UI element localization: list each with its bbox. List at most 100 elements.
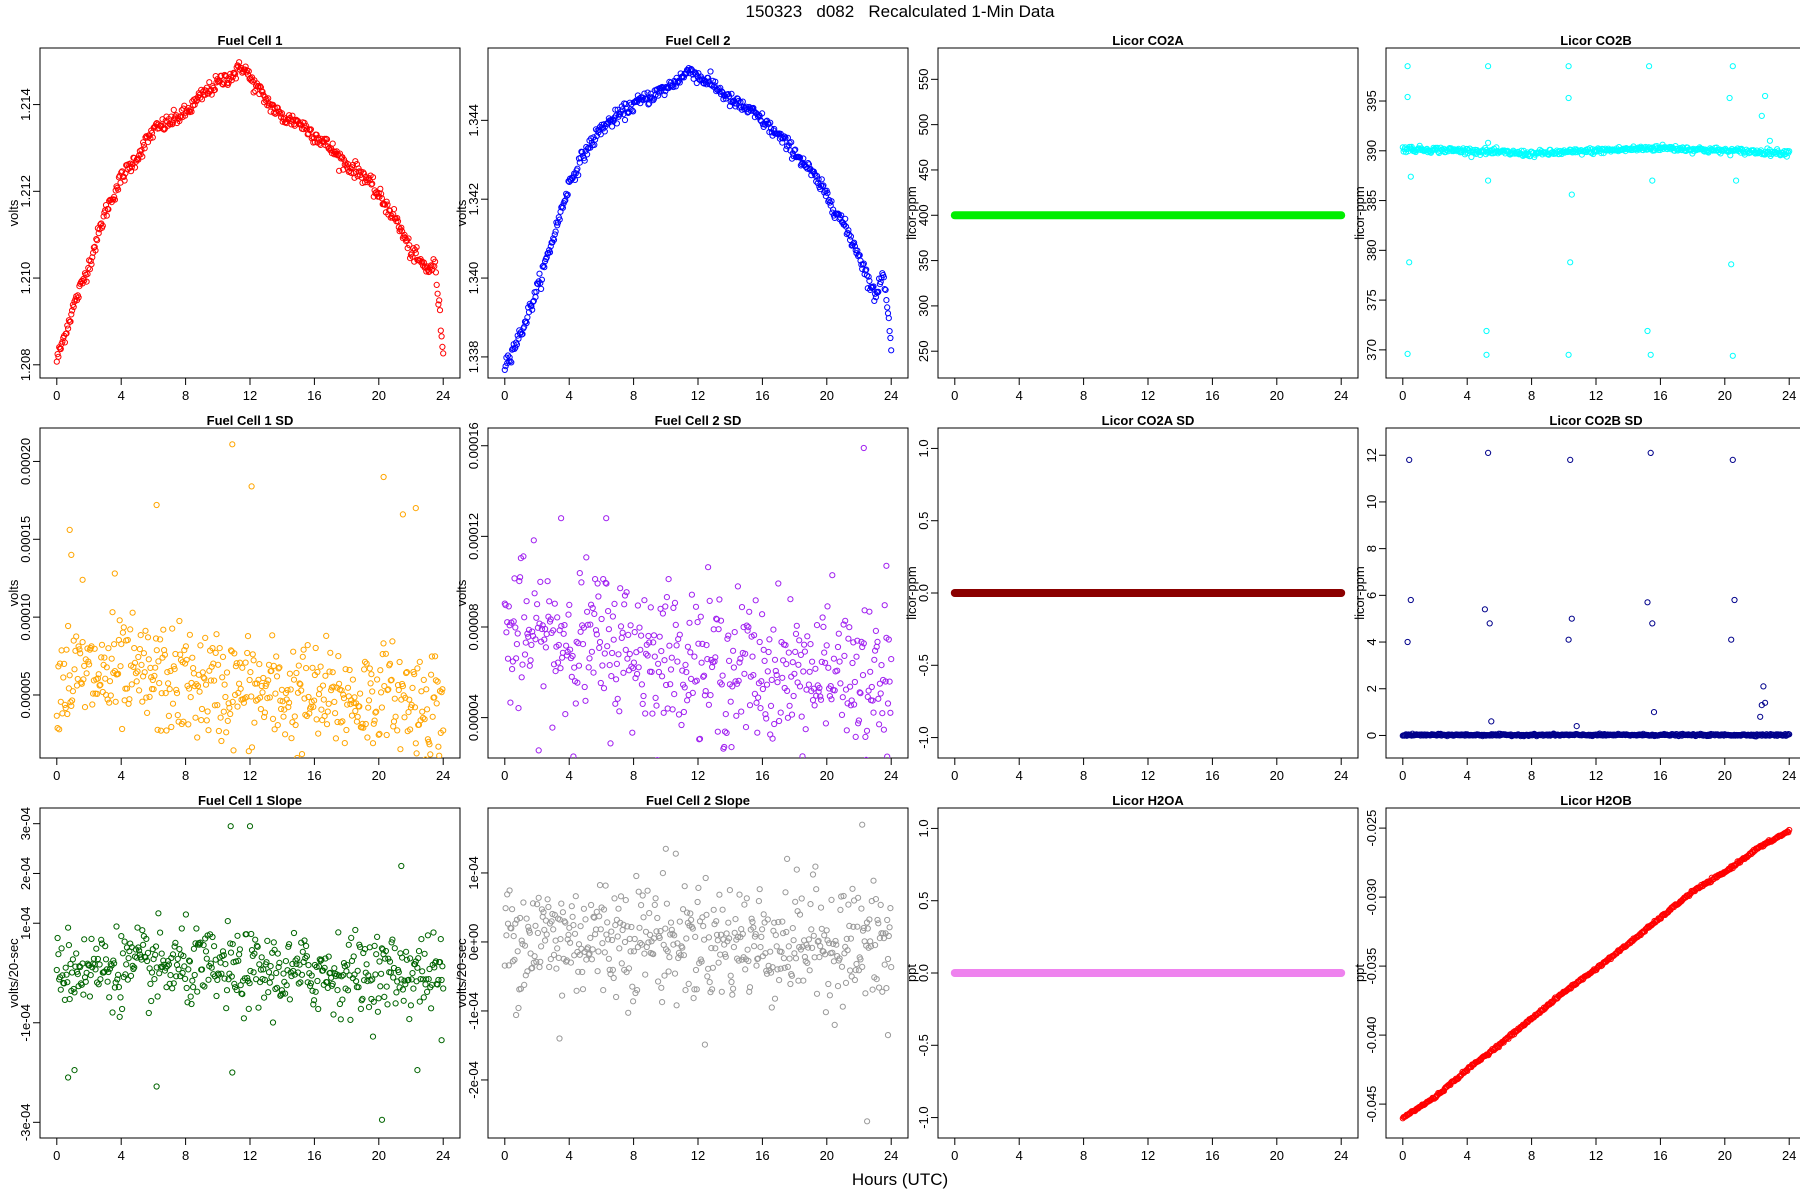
- data-point: [746, 984, 754, 991]
- data-point: [706, 979, 713, 986]
- data-point: [505, 603, 512, 610]
- data-point: [783, 928, 790, 936]
- data-point: [848, 973, 855, 980]
- data-point: [164, 669, 171, 676]
- data-point: [683, 935, 690, 942]
- data-point: [702, 688, 709, 695]
- data-point: [818, 658, 825, 666]
- data-point: [89, 701, 96, 708]
- data-point: [757, 944, 764, 951]
- data-point: [663, 681, 670, 689]
- outlier-point: [1647, 351, 1654, 358]
- data-point: [240, 1015, 247, 1022]
- data-point: [411, 671, 418, 678]
- data-point: [860, 260, 867, 267]
- data-point: [357, 690, 364, 697]
- data-point: [523, 319, 530, 327]
- data-point: [503, 629, 510, 636]
- data-point: [759, 926, 766, 933]
- data-point: [535, 278, 542, 285]
- data-point: [616, 708, 623, 715]
- data-point: [286, 670, 293, 677]
- y-tick-label: 1.214: [18, 88, 33, 121]
- data-point: [242, 659, 249, 666]
- data-point: [813, 172, 821, 180]
- data-point: [705, 934, 713, 941]
- data-series: [53, 441, 447, 758]
- data-point: [533, 614, 540, 621]
- y-tick-label: -2e-04: [466, 1061, 481, 1099]
- data-point: [567, 939, 574, 946]
- outlier-point: [71, 1067, 78, 1074]
- data-point: [366, 665, 373, 672]
- data-point: [250, 89, 257, 96]
- data-point: [731, 629, 738, 636]
- data-point: [189, 654, 196, 661]
- data-point: [278, 987, 285, 994]
- data-point: [715, 626, 722, 633]
- data-point: [437, 936, 444, 943]
- data-point: [223, 1005, 230, 1012]
- data-point: [307, 127, 314, 134]
- plot-frame: [1385, 47, 1800, 379]
- data-point: [278, 705, 285, 713]
- plot-frame: [487, 807, 909, 1139]
- data-point: [884, 753, 891, 758]
- data-point: [782, 134, 789, 141]
- data-point: [382, 650, 389, 657]
- data-point: [860, 640, 867, 647]
- data-point: [95, 230, 102, 237]
- data-point: [87, 257, 94, 265]
- x-tick-label: 16: [1653, 388, 1667, 403]
- data-point: [799, 753, 806, 758]
- data-point: [817, 943, 824, 950]
- y-tick-label: 1e-04: [466, 856, 481, 889]
- data-point: [290, 929, 298, 937]
- data-point: [678, 721, 685, 729]
- data-point: [863, 266, 870, 273]
- data-point: [412, 740, 419, 747]
- data-point: [191, 971, 198, 979]
- data-point: [609, 649, 616, 657]
- data-point: [809, 871, 817, 878]
- data-point: [584, 621, 592, 628]
- data-point: [434, 981, 441, 988]
- data-point: [432, 958, 439, 965]
- data-point: [699, 640, 706, 648]
- data-point: [128, 164, 135, 171]
- data-point: [608, 928, 615, 935]
- data-point: [859, 265, 866, 273]
- data-point: [851, 678, 859, 686]
- data-point: [407, 1002, 414, 1009]
- data-point: [874, 289, 881, 296]
- data-point: [862, 733, 869, 741]
- data-point: [596, 913, 603, 920]
- data-point: [247, 669, 254, 676]
- x-tick-label: 12: [1141, 1148, 1155, 1163]
- data-point: [368, 671, 375, 678]
- y-tick-label: 12: [1364, 448, 1379, 462]
- data-point: [581, 157, 588, 164]
- data-point: [526, 929, 533, 936]
- data-point: [657, 605, 664, 612]
- data-point: [624, 923, 631, 930]
- data-point: [837, 906, 844, 914]
- data-point: [273, 984, 281, 991]
- data-point: [682, 987, 689, 994]
- data-point: [348, 712, 356, 719]
- data-point: [745, 624, 752, 631]
- data-point: [135, 944, 142, 951]
- data-point: [389, 638, 396, 645]
- data-point: [563, 642, 570, 649]
- data-point: [821, 649, 828, 656]
- data-point: [792, 648, 799, 656]
- data-point: [242, 63, 249, 70]
- data-point: [726, 657, 733, 665]
- outlier-point: [1485, 139, 1492, 146]
- data-point: [867, 668, 874, 675]
- data-point: [557, 665, 564, 672]
- outlier-point: [153, 1083, 160, 1090]
- data-point: [127, 168, 135, 175]
